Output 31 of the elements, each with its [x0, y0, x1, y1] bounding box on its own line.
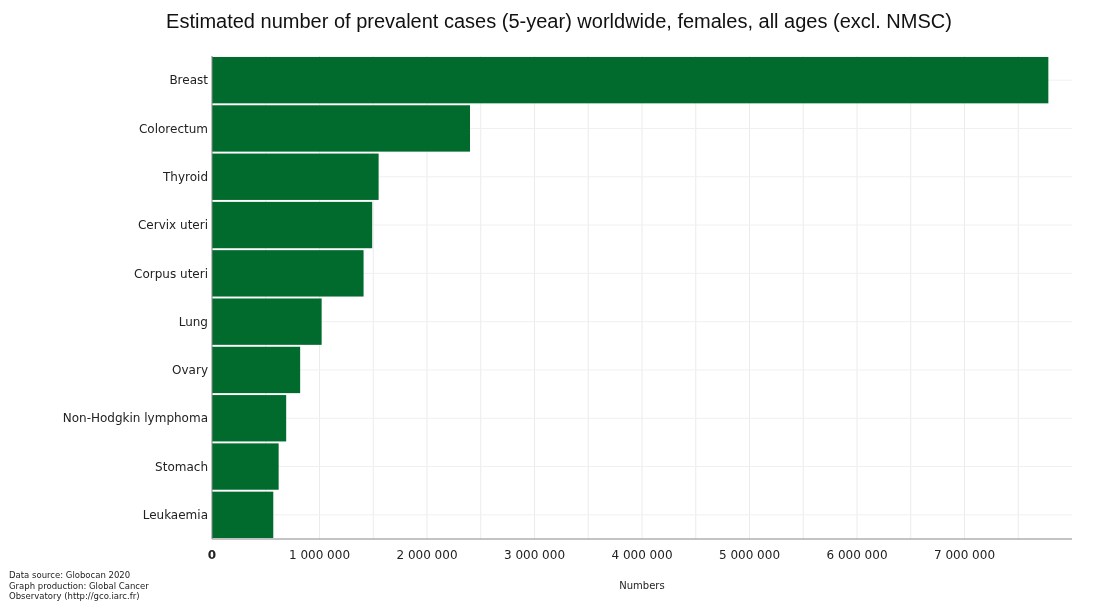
y-tick-label: Non-Hodgkin lymphoma	[62, 411, 208, 426]
x-tick-label: 1 000 000	[288, 548, 351, 562]
bar	[212, 443, 279, 490]
bar	[212, 346, 301, 394]
bar	[212, 491, 274, 539]
source-note: Data source: Globocan 2020	[9, 570, 131, 580]
x-axis-title: Numbers	[619, 580, 665, 591]
bar	[212, 153, 379, 200]
x-tick-label: 6 000 000	[826, 548, 888, 562]
bar	[212, 395, 287, 442]
y-tick-label: Stomach	[155, 459, 208, 474]
x-tick-label: 4 000 000	[611, 548, 673, 562]
y-tick-label: Leukaemia	[142, 508, 208, 523]
bar	[212, 105, 470, 152]
y-tick-label: Cervix uteri	[137, 218, 208, 233]
x-tick-label: 7 000 000	[933, 548, 996, 562]
x-tick-label: 2 000 000	[396, 548, 458, 562]
x-tick-label: 5 000 000	[718, 548, 781, 562]
x-tick-label: 0	[207, 548, 217, 562]
y-tick-label: Colorectum	[138, 121, 208, 136]
text: Observatory (http://gco.iarc.fr)	[9, 591, 140, 601]
bar	[212, 201, 373, 249]
y-tick-label: Thyroid	[162, 169, 208, 184]
text: Graph production: Global Cancer	[9, 580, 150, 591]
bar	[212, 56, 1049, 104]
y-tick-label: Lung	[178, 314, 208, 329]
y-tick-label: Corpus uteri	[134, 266, 208, 281]
x-tick-label: 3 000 000	[503, 548, 566, 562]
chart-title: Estimated number of prevalent cases (5-year) worldwide, females, all ages (excl. NMSC)	[166, 10, 952, 32]
y-tick-label: Breast	[169, 73, 209, 88]
y-tick-label: Ovary	[172, 363, 208, 378]
